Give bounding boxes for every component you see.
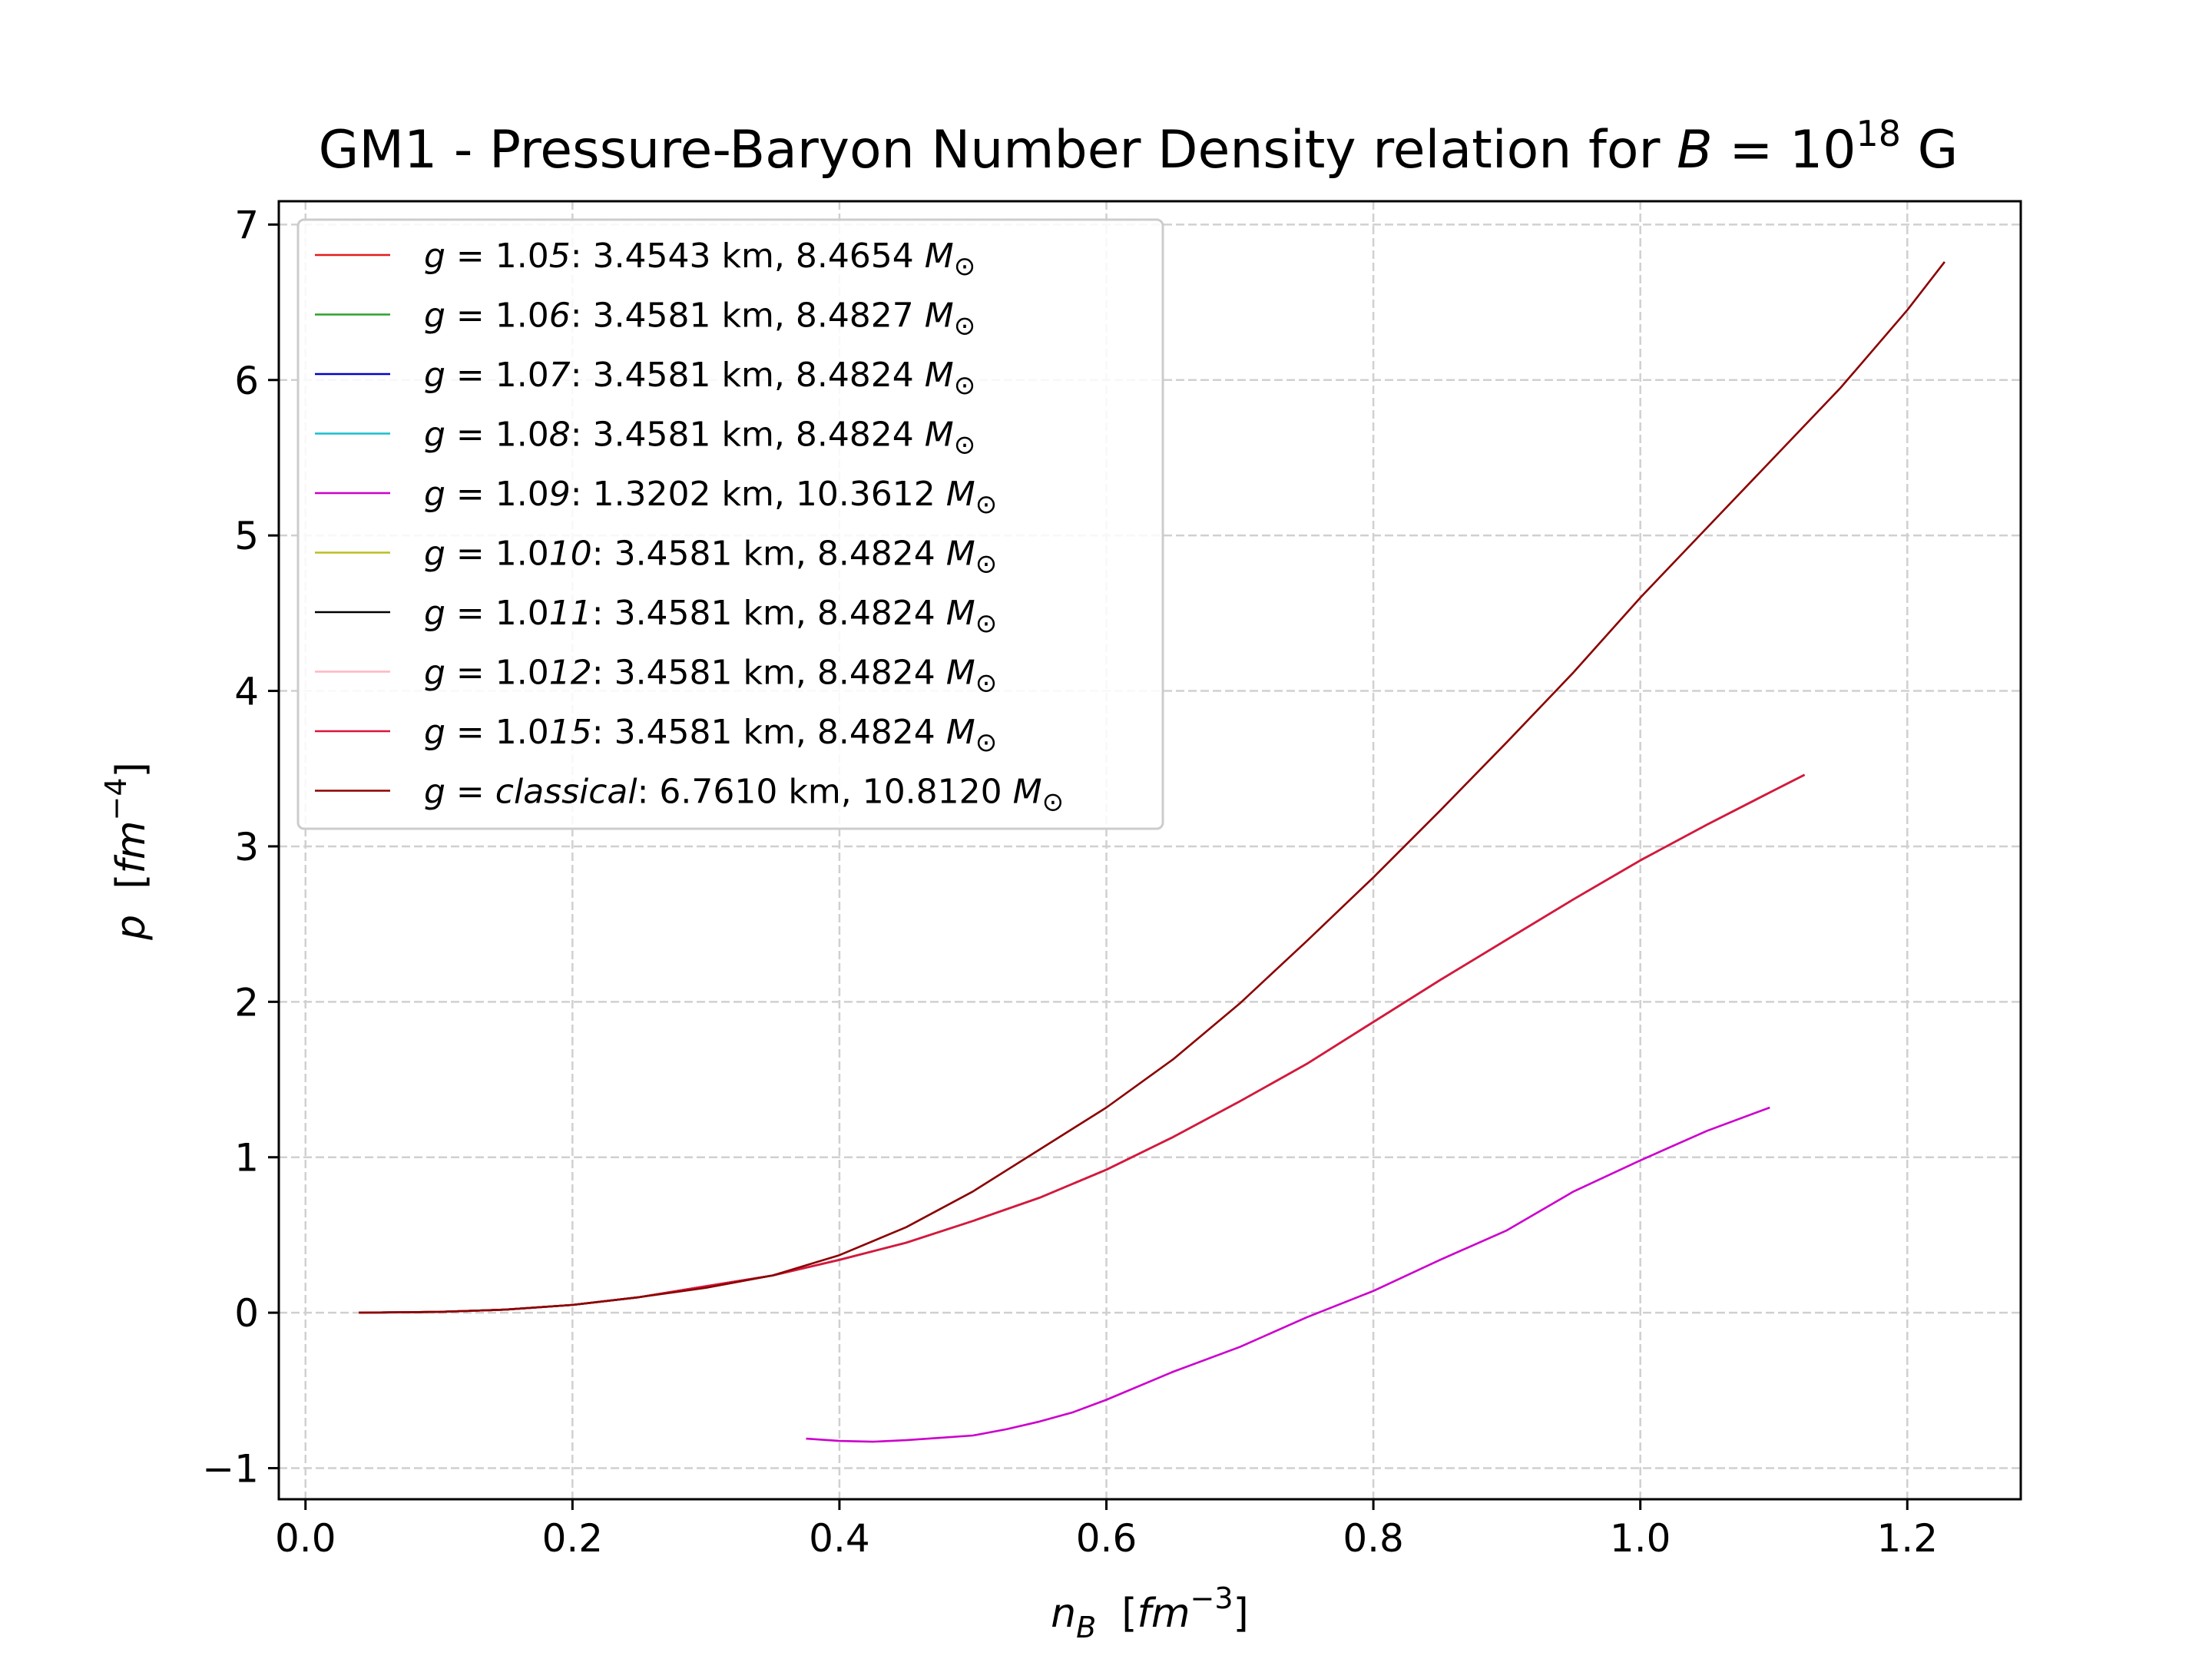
x-tick-label: 1.2 xyxy=(1877,1516,1939,1561)
plot-lines xyxy=(359,261,1945,1443)
legend-box xyxy=(296,218,1164,830)
chart-title-prefix: GM1 - Pressure-Baryon Number Density rel… xyxy=(319,120,1677,180)
chart-title: GM1 - Pressure-Baryon Number Density rel… xyxy=(319,113,1959,180)
y-tick-label: 2 xyxy=(234,980,259,1025)
chart-title-var: B xyxy=(1677,120,1713,180)
y-tick-label: −1 xyxy=(202,1447,259,1492)
y-axis-label-unit: fm xyxy=(108,820,154,873)
legend-label: g = classical: 6.7610 km, 10.8120 M⊙ xyxy=(424,773,1064,818)
axes-frame xyxy=(277,200,2022,1501)
legend: g = 1.05: 3.4543 km, 8.4654 M⊙ g = 1.06: … xyxy=(296,218,1164,830)
legend-label: g = 1.07: 3.4581 km, 8.4824 M⊙ xyxy=(424,356,975,401)
legend-label: g = 1.09: 1.3202 km, 10.3612 M⊙ xyxy=(424,475,997,520)
x-tick-label: 0.4 xyxy=(809,1516,870,1561)
x-tick-label: 0.6 xyxy=(1076,1516,1137,1561)
y-axis-label-var: p xyxy=(108,915,154,941)
chart-title-eq: = 10 xyxy=(1713,120,1856,180)
x-axis-label-close: ] xyxy=(1233,1591,1249,1637)
x-axis-label-unit: fm xyxy=(1137,1591,1190,1637)
x-axis-label-var: n xyxy=(1051,1591,1076,1637)
legend-label: g = 1.06: 3.4581 km, 8.4827 M⊙ xyxy=(424,296,975,342)
y-tick-label: 1 xyxy=(234,1136,259,1181)
chart-title-sup: 18 xyxy=(1856,113,1902,154)
legend-label: g = 1.015: 3.4581 km, 8.4824 M⊙ xyxy=(424,713,997,758)
y-tick-label: 7 xyxy=(234,203,259,247)
legend-entries: g = 1.05: 3.4543 km, 8.4654 M⊙ g = 1.06: … xyxy=(315,237,1064,818)
x-axis-label-open: [ xyxy=(1096,1591,1137,1637)
y-axis-label-sup: −4 xyxy=(99,777,133,820)
legend-label: g = 1.012: 3.4581 km, 8.4824 M⊙ xyxy=(424,654,997,699)
y-axis-label: p [fm−4] xyxy=(99,762,154,941)
y-tick-label: 4 xyxy=(234,670,259,714)
y-axis-label-open: [ xyxy=(108,873,154,914)
y-tick-label: 6 xyxy=(234,359,259,403)
chart-title-suffix: G xyxy=(1901,120,1958,180)
y-axis-label-close: ] xyxy=(108,762,154,777)
legend-label: g = 1.010: 3.4581 km, 8.4824 M⊙ xyxy=(424,535,997,580)
x-tick-label: 0.8 xyxy=(1343,1516,1404,1561)
x-axis-label-sub: B xyxy=(1076,1611,1096,1644)
x-tick-label: 0.2 xyxy=(542,1516,604,1561)
y-tick-label: 0 xyxy=(234,1291,259,1336)
ticks: 0.0 0.2 0.4 0.6 0.8 1.0 1.2 −1 0 1 2 3 4 5 6 7 xyxy=(202,203,1938,1561)
series-line-10 xyxy=(359,261,1945,1314)
legend-label: g = 1.05: 3.4543 km, 8.4654 M⊙ xyxy=(424,237,975,282)
y-tick-label: 5 xyxy=(234,514,259,558)
legend-label: g = 1.011: 3.4581 km, 8.4824 M⊙ xyxy=(424,594,997,639)
x-tick-label: 0.0 xyxy=(275,1516,336,1561)
x-axis-label-sup: −3 xyxy=(1190,1581,1233,1615)
x-tick-label: 1.0 xyxy=(1610,1516,1671,1561)
series-line-5 xyxy=(806,1106,1770,1443)
legend-label: g = 1.08: 3.4581 km, 8.4824 M⊙ xyxy=(424,416,975,461)
x-axis-label: nB [fm−3] xyxy=(1051,1581,1249,1644)
y-tick-label: 3 xyxy=(234,825,259,869)
